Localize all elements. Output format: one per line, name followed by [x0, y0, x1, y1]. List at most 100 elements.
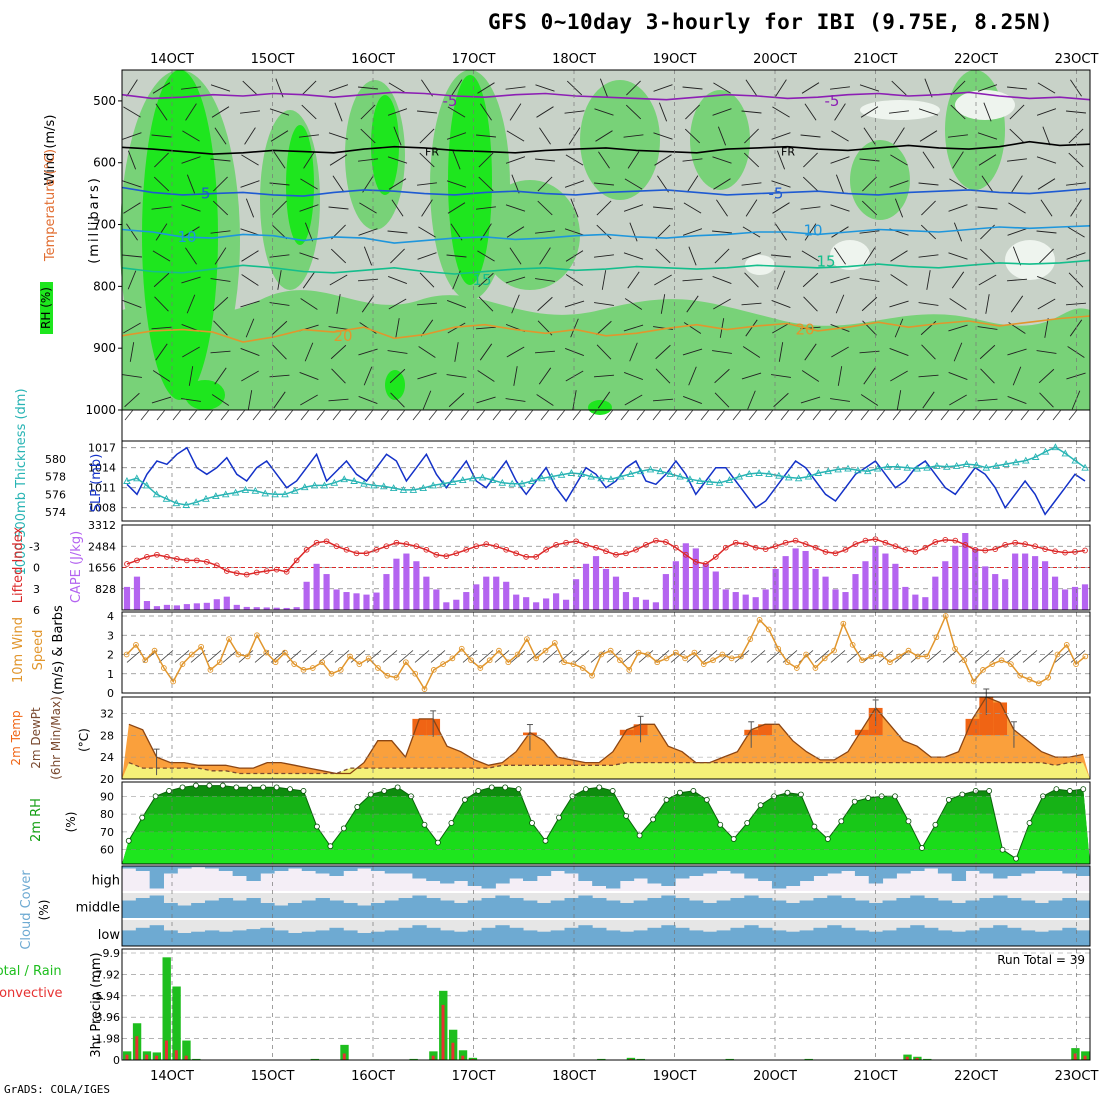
wind-barb	[363, 366, 373, 386]
wind-barb	[654, 154, 672, 166]
cloud-bar-middle	[882, 900, 897, 918]
wind-barb	[447, 202, 466, 214]
lifted-index-point	[134, 557, 140, 564]
rh2m-point	[542, 837, 549, 844]
rh-blob-7	[850, 140, 910, 220]
cape-bar	[283, 607, 290, 610]
wind-barb	[334, 102, 343, 122]
cloud-bar-low	[979, 927, 994, 946]
wind-barb	[122, 374, 142, 378]
date-tick-bottom: 14OCT	[150, 1069, 194, 1084]
lifted-index-point	[902, 546, 909, 553]
cloud-bar-low	[744, 925, 759, 946]
wind-barb	[564, 180, 585, 188]
rh2m-point	[717, 821, 724, 828]
wind10m-speed-point	[952, 645, 958, 652]
panel-frame-6	[121, 865, 1091, 947]
cloud-bar-middle	[1062, 898, 1077, 918]
rh2m-point	[838, 818, 845, 825]
wind-barb	[154, 152, 169, 168]
rh2m-point	[461, 796, 468, 803]
wind-barb	[745, 199, 758, 217]
wind-barb	[188, 366, 194, 386]
cloud-bar-middle	[799, 900, 814, 918]
pressure-tick-label: 1000	[85, 403, 116, 417]
minmax-axis-label: (6hr Min/Max)	[49, 696, 63, 780]
wind-barb	[1012, 366, 1022, 386]
lifted-tick-label: 3	[33, 583, 40, 596]
thickness-point	[251, 486, 260, 494]
wind-barb	[1066, 182, 1086, 186]
cape-bar	[353, 593, 360, 610]
wind-barb	[181, 398, 201, 402]
lifted-index-point	[613, 551, 619, 558]
thickness-point	[636, 467, 645, 475]
wind-barb	[918, 182, 939, 186]
wind-barb	[921, 200, 936, 216]
lifted-index-point	[892, 543, 899, 550]
wind10m-speed-point	[961, 657, 968, 664]
wind10m-speed-point	[496, 647, 502, 654]
sfc-barb	[748, 409, 758, 421]
wind-barb	[155, 103, 168, 121]
cape-bar	[702, 563, 709, 610]
thickness-point	[478, 473, 487, 481]
slp-tick-label: 1011	[88, 482, 116, 495]
cloud-bar-low	[592, 927, 607, 946]
wind-barb	[564, 300, 585, 308]
cloud-bar-low	[702, 931, 718, 946]
wind-barb	[891, 80, 907, 96]
cape-bar	[712, 571, 719, 610]
wind-barb	[273, 391, 286, 409]
wind-barb	[272, 344, 287, 360]
wind10m-speed-point	[375, 665, 381, 671]
precip-tick-label: 3.96	[96, 1011, 121, 1024]
lifted-index-point	[593, 544, 599, 551]
wind-barb	[834, 103, 846, 121]
temp2m-max-cap	[619, 729, 634, 736]
wind-barb	[359, 202, 377, 214]
wind-barb	[714, 368, 730, 384]
cape-axis-label: CAPE (J/kg)	[69, 531, 84, 603]
wind-barb	[565, 274, 584, 286]
lifted-index-point	[842, 546, 849, 553]
wind10m-speed-point	[216, 659, 223, 666]
thickness-point	[844, 464, 852, 472]
wind-barb	[742, 346, 761, 358]
thickness-point	[577, 469, 586, 477]
wind-barb	[712, 350, 732, 354]
wind-barb	[599, 78, 609, 98]
contour-label: -5	[825, 92, 840, 110]
wind10m-barb	[1006, 650, 1022, 663]
sfc-barb	[204, 409, 214, 421]
wind10m-speed-point	[775, 645, 782, 652]
cloud-bar-middle	[301, 900, 317, 918]
sfc-barb	[316, 409, 326, 421]
isotherm-1	[121, 140, 1091, 155]
lifted-index-line	[126, 538, 1086, 576]
cloud-bar-high	[384, 866, 400, 874]
lifted-index-point	[403, 541, 410, 547]
rh2m-point	[354, 804, 361, 810]
precip-conv-bar	[342, 1053, 346, 1060]
wind10m-speed-point	[896, 653, 903, 660]
wind-barb	[127, 150, 137, 170]
wind-barb	[300, 178, 318, 190]
cloud-bar-middle	[191, 903, 206, 918]
wind-barb	[652, 398, 674, 402]
wind-barb	[686, 295, 699, 313]
wind10m-speed-point	[570, 661, 577, 667]
date-tick-bottom: 20OCT	[753, 1069, 797, 1084]
rh2m-point	[919, 845, 925, 851]
temp2m-unit-label: (°C)	[77, 728, 91, 752]
isotherm-0	[121, 91, 1091, 101]
cloud-bar-middle	[841, 898, 856, 918]
cloud-bar-middle	[467, 900, 483, 918]
wind10m-speed-point	[198, 643, 204, 650]
wind-barb	[918, 254, 939, 258]
wind-barb	[357, 278, 379, 282]
cape-bar	[822, 576, 829, 610]
wind-barb	[596, 224, 612, 240]
wind-barb	[506, 130, 525, 142]
cloud-bar-middle	[702, 903, 718, 918]
